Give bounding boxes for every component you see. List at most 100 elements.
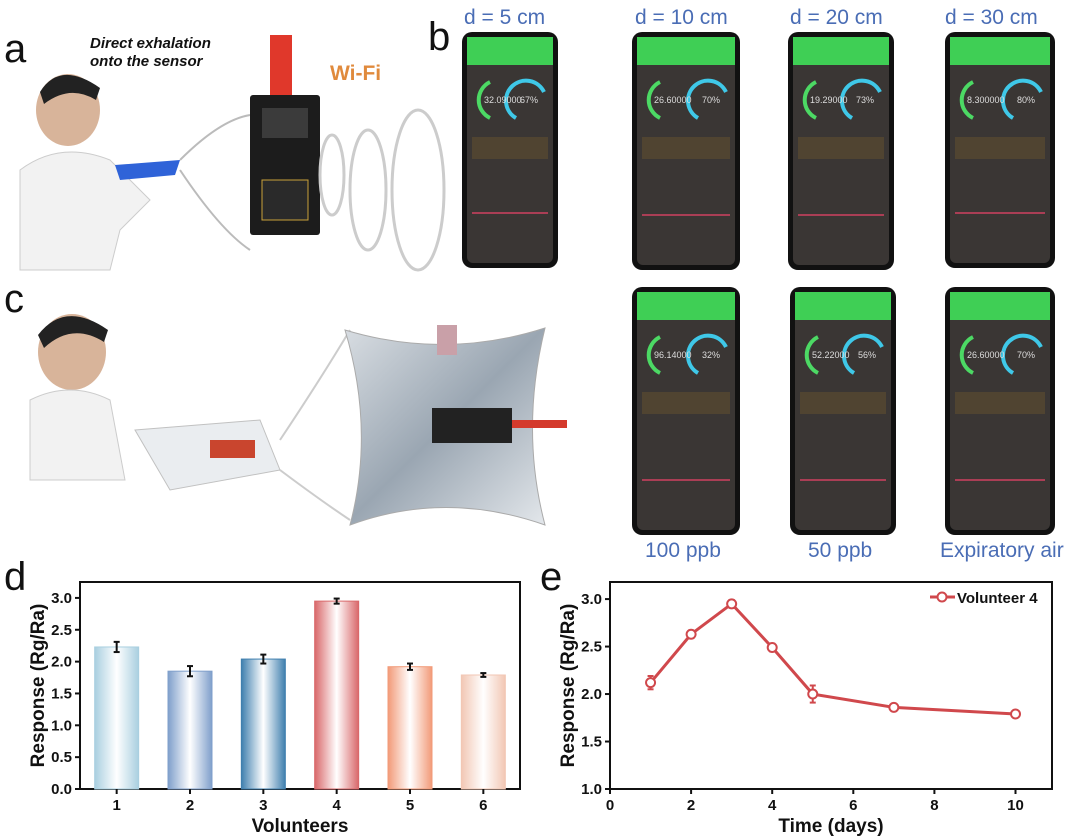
y-tick-label: 1.5 bbox=[51, 685, 72, 702]
plot-frame bbox=[79, 581, 521, 790]
humidity-value: 80% bbox=[1017, 95, 1035, 105]
humidity-trend bbox=[642, 137, 730, 159]
y-tick-label: 1.0 bbox=[51, 717, 72, 734]
value-gauge bbox=[959, 335, 974, 375]
y-axis-label: Response (Rg/Ra) bbox=[558, 604, 579, 768]
concentration-label: 50 ppb bbox=[808, 539, 872, 562]
y-tick-label: 0.5 bbox=[51, 749, 72, 766]
y-tick-label: 2.0 bbox=[581, 686, 602, 703]
panel-label-b: b bbox=[428, 15, 450, 59]
y-tick-label: 1.5 bbox=[581, 734, 602, 751]
person-hair bbox=[40, 74, 100, 104]
panel-label-e: e bbox=[540, 555, 562, 599]
humidity-trend bbox=[955, 392, 1045, 414]
app-header bbox=[950, 37, 1050, 65]
bar bbox=[314, 600, 360, 790]
phone: 19.29000 73% bbox=[788, 32, 894, 270]
humidity-value: 67% bbox=[520, 95, 538, 105]
humidity-trend bbox=[798, 137, 884, 159]
app-header bbox=[637, 292, 735, 320]
x-tick-label: 2 bbox=[186, 797, 194, 814]
sensor-value: 96.14000 bbox=[654, 350, 692, 360]
distance-label: d = 30 cm bbox=[945, 6, 1038, 29]
data-point bbox=[1010, 708, 1022, 720]
humidity-gauge bbox=[1000, 78, 1043, 120]
x-tick-label: 6 bbox=[479, 797, 487, 814]
x-tick-label: 0 bbox=[606, 797, 614, 814]
bar bbox=[240, 658, 286, 790]
value-gauge bbox=[802, 80, 817, 120]
lab-coat bbox=[19, 151, 151, 271]
humidity-value: 32% bbox=[702, 350, 720, 360]
panel-a-photo bbox=[19, 35, 446, 272]
plot-frame bbox=[609, 581, 1053, 790]
humidity-gauge bbox=[685, 333, 728, 375]
y-tick-label: 1.0 bbox=[581, 781, 602, 798]
humidity-trend bbox=[472, 137, 548, 159]
lab-coat bbox=[29, 389, 126, 481]
sensor-value: 8.300000 bbox=[967, 95, 1005, 105]
panel-label-d: d bbox=[4, 555, 26, 599]
caption-line-1: Direct exhalation bbox=[90, 35, 211, 52]
x-tick-label: 4 bbox=[768, 797, 777, 814]
bar bbox=[387, 666, 433, 790]
sensor-value: 19.29000 bbox=[810, 95, 848, 105]
humidity-gauge bbox=[841, 333, 884, 375]
x-tick-label: 5 bbox=[406, 797, 414, 814]
concentration-label: Expiratory air bbox=[940, 539, 1064, 562]
wifi-wave bbox=[318, 133, 346, 217]
phone: 26.60000 70% bbox=[632, 32, 740, 270]
data-point bbox=[888, 701, 900, 713]
y-tick-label: 0.0 bbox=[51, 781, 72, 798]
bar-chart-d: 1 2 3 4 5 6 0.0 0.5 1.0 1.5 2.0 2.5 3.0 Volunteers Res… bbox=[28, 581, 521, 837]
value-gauge bbox=[476, 80, 491, 120]
value-gauge bbox=[959, 80, 974, 120]
bar bbox=[460, 674, 506, 790]
usb-connector bbox=[270, 35, 292, 95]
line-chart-e: 0 2 4 6 8 10 1.0 1.5 2.0 2.5 3.0 Volunteer 4 Time (d… bbox=[558, 581, 1053, 837]
humidity-gauge bbox=[1000, 333, 1043, 375]
humidity-gauge bbox=[503, 78, 546, 120]
caption-line-2: onto the sensor bbox=[90, 53, 204, 70]
concentration-label: 100 ppb bbox=[645, 539, 721, 562]
humidity-value: 70% bbox=[702, 95, 720, 105]
y-axis-label: Response (Rg/Ra) bbox=[28, 604, 49, 768]
humidity-gauge bbox=[839, 78, 882, 120]
sensor-value: 32.09000 bbox=[484, 95, 522, 105]
app-header bbox=[793, 37, 889, 65]
wifi-wave bbox=[390, 108, 446, 272]
wifi-wave bbox=[348, 128, 388, 252]
sensor-value: 26.60000 bbox=[654, 95, 692, 105]
app-header bbox=[637, 37, 735, 65]
x-axis-label: Volunteers bbox=[252, 816, 349, 837]
y-tick-label: 3.0 bbox=[51, 590, 72, 607]
series-line bbox=[649, 601, 1016, 716]
legend-marker bbox=[936, 591, 948, 603]
y-tick-label: 2.5 bbox=[581, 639, 602, 656]
phone: 96.14000 32% bbox=[632, 287, 740, 535]
phone: 52.22000 56% bbox=[790, 287, 896, 535]
data-point bbox=[685, 628, 697, 640]
legend-label: Volunteer 4 bbox=[957, 590, 1038, 607]
x-tick-label: 8 bbox=[930, 797, 938, 814]
data-point bbox=[766, 642, 778, 654]
x-tick-label: 6 bbox=[849, 797, 857, 814]
app-header bbox=[950, 292, 1050, 320]
distance-label: d = 10 cm bbox=[635, 6, 728, 29]
glove bbox=[115, 160, 180, 180]
sensor-value: 52.22000 bbox=[812, 350, 850, 360]
data-point bbox=[726, 598, 738, 610]
x-tick-label: 1 bbox=[112, 797, 120, 814]
humidity-trend bbox=[955, 137, 1045, 159]
panel-label-c: c bbox=[4, 277, 24, 321]
y-tick-label: 2.0 bbox=[51, 654, 72, 671]
distance-label: d = 20 cm bbox=[790, 6, 883, 29]
x-tick-label: 10 bbox=[1007, 797, 1024, 814]
x-tick-label: 2 bbox=[687, 797, 695, 814]
humidity-gauge bbox=[685, 78, 728, 120]
app-header bbox=[795, 292, 891, 320]
app-header bbox=[467, 37, 553, 65]
value-gauge bbox=[646, 80, 661, 120]
